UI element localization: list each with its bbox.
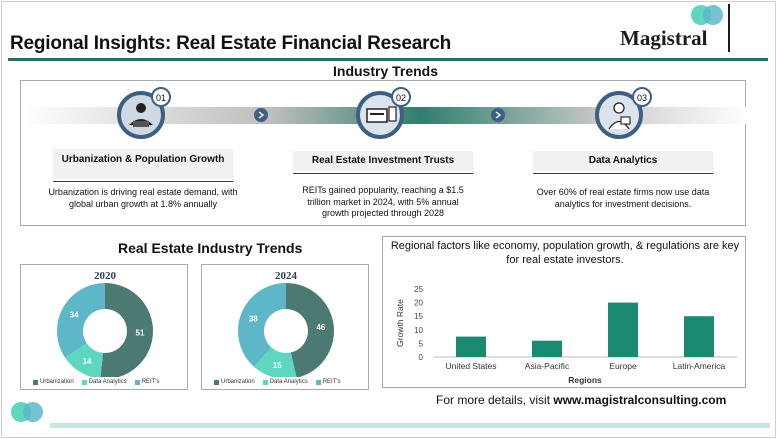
- label-bg: [53, 149, 233, 179]
- magistral-logo[interactable]: Magistral: [620, 2, 770, 54]
- legend-item-data-analytics: Data Analytics: [262, 379, 308, 385]
- donut-value-label: 14: [83, 357, 92, 366]
- title-underline: [8, 58, 768, 61]
- donut-legend: Urbanization Data Analytics REIT's: [214, 379, 341, 385]
- timeline-arrow-icon: [254, 108, 268, 122]
- donut-value-label: 46: [316, 323, 325, 332]
- label-bg: [533, 151, 713, 171]
- data-analytics-icon: [595, 91, 643, 139]
- bar-chart-title: Regional factors like economy, populatio…: [390, 240, 740, 266]
- y-tick-label: 25: [414, 285, 423, 294]
- legend-item-urbanization: Urbanization: [214, 379, 255, 385]
- bar-united-states: [456, 336, 486, 357]
- donut-slice-urbanization: [100, 283, 153, 377]
- donut-panel-2024: 2024 46 15 38 Urbanization Data Analytics R…: [201, 264, 369, 390]
- node-number-3: 03: [637, 93, 647, 103]
- y-tick-label: 20: [414, 299, 423, 308]
- bar-asia-pacific: [532, 340, 562, 357]
- legend-item-data-analytics: Data Analytics: [81, 379, 127, 385]
- trend-label-data-analytics: Data Analytics: [588, 155, 658, 166]
- footer-text: For more details, visit www.magistralcon…: [436, 393, 726, 407]
- donut-chart-2024: 2024 46 15 38: [238, 270, 334, 377]
- trend-rule: [533, 173, 713, 174]
- footer-prefix: For more details, visit: [436, 393, 554, 407]
- donut-value-label: 38: [249, 315, 258, 324]
- trend-label-urbanization: Urbanization & Population Growth: [61, 154, 225, 165]
- industry-trends-heading: Industry Trends: [333, 63, 439, 79]
- bar-europe: [608, 302, 638, 357]
- donut-legend: Urbanization Data Analytics REIT's: [33, 379, 160, 385]
- donut-slice-data-analytics: [253, 347, 297, 377]
- donut-value-label: 34: [70, 310, 79, 319]
- donut-slice-data-analytics: [65, 343, 103, 377]
- y-tick-label: 5: [419, 339, 424, 348]
- donut-section-heading: Real Estate Industry Trends: [118, 240, 303, 256]
- donut-slice-reits: [238, 283, 286, 367]
- footer-band: [50, 423, 770, 428]
- donut-chart-2020: 2020 51 14 34: [57, 270, 153, 377]
- donut-slice-reits: [57, 283, 105, 358]
- donut-value-label: 51: [136, 329, 145, 338]
- trend-desc-data-analytics: Over 60% of real estate firms now use da…: [536, 187, 710, 209]
- logo-circles-icon: [691, 5, 723, 25]
- donut-value-label: 15: [273, 361, 282, 370]
- logo-text: Magistral: [620, 26, 708, 50]
- bar-chart-panel: Regional factors like economy, populatio…: [382, 236, 746, 388]
- reit-icon: [356, 91, 404, 139]
- trend-label-reits: Real Estate Investment Trusts: [311, 155, 455, 166]
- footer-link[interactable]: www.magistralconsulting.com: [553, 393, 727, 407]
- x-tick-label: Asia-Pacific: [525, 361, 570, 371]
- donut-title: 2020: [94, 270, 117, 282]
- x-tick-label: Latin-America: [673, 361, 726, 371]
- timeline: 01 02 03: [21, 87, 747, 139]
- y-tick-label: 0: [419, 353, 424, 362]
- logo-divider: [728, 4, 730, 52]
- y-axis-label: Growth Rate: [395, 299, 405, 347]
- brand-circles-icon: [11, 402, 43, 422]
- node-number-2: 02: [396, 93, 406, 103]
- x-axis-label: Regions: [568, 375, 602, 385]
- donut-panel-2020: 2020 51 14 34 Urbanization Data Analytics R…: [20, 264, 188, 390]
- label-bg: [293, 151, 473, 171]
- node-number-1: 01: [156, 93, 166, 103]
- legend-item-reits: REIT's: [315, 379, 341, 385]
- x-tick-label: Europe: [609, 361, 637, 371]
- x-tick-label: United States: [445, 361, 496, 371]
- trend-rule: [293, 173, 473, 174]
- trend-rule: [53, 181, 233, 182]
- timeline-arrow-icon: [491, 108, 505, 122]
- legend-item-reits: REIT's: [134, 379, 160, 385]
- donut-title: 2024: [275, 270, 298, 282]
- industry-trends-panel: 01 02 03 Urbanization & Population Growt…: [20, 80, 747, 226]
- legend-item-urbanization: Urbanization: [33, 379, 74, 385]
- page-title: Regional Insights: Real Estate Financial…: [10, 33, 452, 54]
- donut-slice-urbanization: [286, 283, 334, 377]
- urbanization-icon: [117, 91, 165, 139]
- y-tick-label: 15: [414, 312, 423, 321]
- trend-desc-urbanization: Urbanization is driving real estate dema…: [48, 187, 238, 209]
- bar-latin-america: [684, 316, 714, 357]
- y-tick-label: 10: [414, 326, 423, 335]
- trend-desc-reits: REITs gained popularity, reaching a $1.5…: [302, 185, 464, 218]
- bar-chart: 0 5 10 15 20 25 United States Asia-Pacific Europ…: [395, 285, 737, 385]
